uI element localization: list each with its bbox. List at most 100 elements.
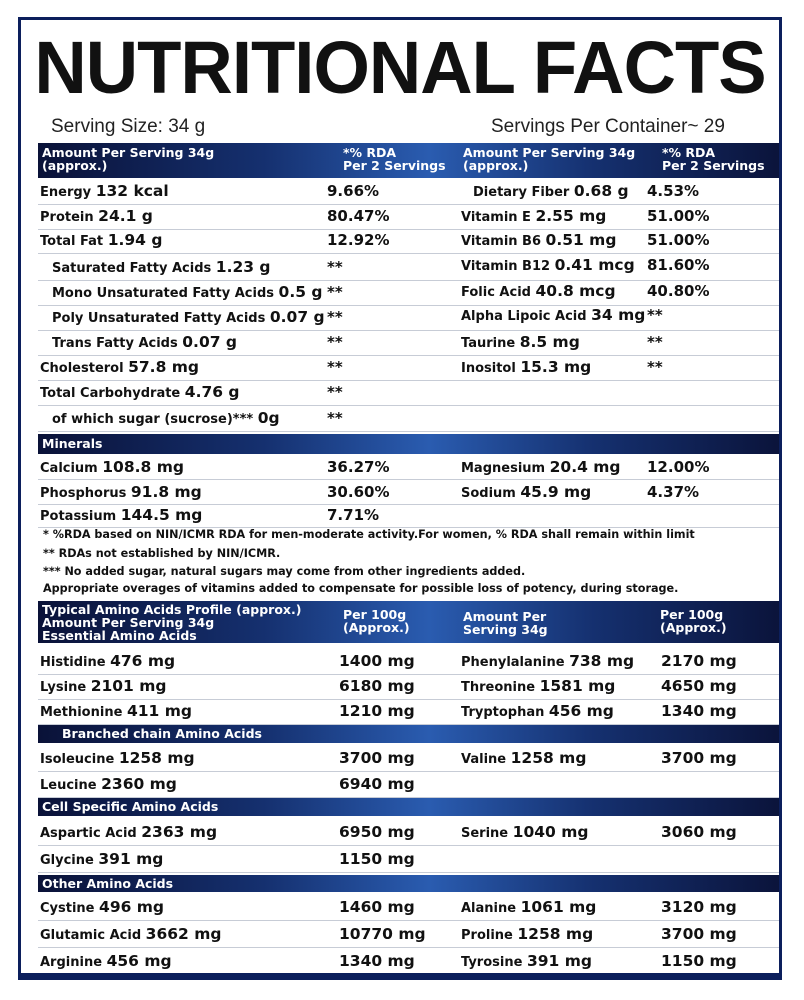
amino-name: Aspartic Acid [40,826,137,841]
rda-header-right-line1: *% RDA [662,145,716,160]
amino-header-bar: Typical Amino Acids Profile (approx.) Am… [38,601,779,643]
amino-name: Lysine [40,680,87,695]
amino-per100: 6940 mg [339,775,415,793]
nutrient-rda: ** [327,283,343,301]
row-divider [38,380,779,381]
amino-per100-right: 3120 mg [661,898,737,916]
footnote-sugar: *** No added sugar, natural sugars may c… [43,565,526,578]
amino-row-right: Tryptophan 456 mg [461,698,614,724]
mineral-rda-right: 12.00% [647,458,710,476]
nutrient-row-value: 57.8 mg [128,358,199,376]
amino-header-line2: Amount Per Serving 34g [42,615,215,630]
row-divider [38,405,779,406]
row-divider [38,724,779,725]
nutrient-row-right: Folic Acid 40.8 mcg [461,279,616,304]
nutrient-row-right-label: Dietary Fiber [473,185,570,200]
row-divider [38,797,779,798]
row-divider [38,845,779,846]
nutrient-row-right-value: 0.41 mcg [554,256,635,274]
nutrient-rda: ** [327,409,343,427]
nutrient-row-label: Protein [40,210,94,225]
amino-row: Glycine 391 mg [40,846,163,872]
amino-per100: 6950 mg [339,823,415,841]
mineral-row-label: Potassium [40,509,117,524]
amount-header-right: Amount Per Serving 34g (approx.) [463,146,635,172]
bcaa-header-bar: Branched chain Amino Acids [38,725,779,743]
amino-value-right: 1040 mg [512,823,589,841]
nutrient-row-label: Energy [40,185,92,200]
amino-name-right: Threonine [461,680,536,695]
cell-heading: Cell Specific Amino Acids [42,799,219,814]
amino-name: Arginine [40,955,103,970]
footnote-overages: Appropriate overages of vitamins added t… [43,582,679,595]
nutrient-row-value: 0g [257,409,280,427]
amino-profile-header: Typical Amino Acids Profile (approx.) Am… [42,603,301,642]
nutrient-rda-right: 51.00% [647,231,710,249]
nutrient-rda-right: ** [647,333,663,351]
mineral-row-right: Sodium 45.9 mg [461,480,591,505]
nutrient-row-value: 0.5 g [278,283,323,301]
amino-row: Isoleucine 1258 mg [40,745,195,771]
nutrient-rda: ** [327,333,343,351]
amino-name-right: Tyrosine [461,955,523,970]
mineral-row-value: 108.8 mg [102,458,184,476]
minerals-header-bar: Minerals [38,434,779,454]
row-divider [38,253,779,254]
amino-row-right: Phenylalanine 738 mg [461,648,634,674]
amino-row: Arginine 456 mg [40,948,172,974]
amino-name: Glutamic Acid [40,928,142,943]
nutrient-row: of which sugar (sucrose)*** 0g [40,406,280,431]
nutrient-row-label: Total Carbohydrate [40,386,181,401]
amino-value: 476 mg [110,652,176,670]
amino-name-right: Proline [461,928,513,943]
nutrient-row-right-label: Alpha Lipoic Acid [461,309,587,324]
amino-name: Cystine [40,901,95,916]
amino-row-right: Proline 1258 mg [461,921,593,947]
mineral-row-label: Calcium [40,461,98,476]
mineral-row-right-label: Sodium [461,486,516,501]
row-divider [38,974,779,975]
amino-per100: 1150 mg [339,850,415,868]
nutrient-row-right-label: Folic Acid [461,285,531,300]
nutrient-row: Poly Unsaturated Fatty Acids 0.07 g [40,305,325,330]
cell-header-bar: Cell Specific Amino Acids [38,798,779,816]
nutrient-rda-right: 40.80% [647,282,710,300]
amino-value-right: 456 mg [548,702,614,720]
nutrient-rda-right: 81.60% [647,256,710,274]
amino-value: 456 mg [106,952,172,970]
nutrient-row-right-label: Taurine [461,336,516,351]
nutrient-rda: 80.47% [327,207,390,225]
amino-value: 411 mg [126,702,192,720]
mineral-rda: 36.27% [327,458,390,476]
amino-name-right: Phenylalanine [461,655,565,670]
row-divider [38,920,779,921]
row-divider [38,280,779,281]
amount-header-right-line1: Amount Per Serving 34g [463,145,636,160]
amino-row: Methionine 411 mg [40,698,192,724]
amino-row: Aspartic Acid 2363 mg [40,819,217,845]
nutrient-row-right-value: 15.3 mg [520,358,592,376]
serving-size: Serving Size: 34 g [51,116,206,137]
row-divider [38,330,779,331]
page-title: NUTRITIONAL FACTS [34,26,766,109]
amino-row-right: Threonine 1581 mg [461,673,615,699]
amount-per-serving-header: Amount Per Serving 34g [463,610,548,636]
nutrient-row: Protein 24.1 g [40,204,153,229]
amount-header-line1: Amount Per Serving 34g [42,145,215,160]
amino-per100: 1210 mg [339,702,415,720]
mineral-row-value: 144.5 mg [120,506,203,524]
nutrient-row-right-value: 0.51 mg [545,231,617,249]
nutrient-row-right: Alpha Lipoic Acid 34 mg [461,303,645,328]
mineral-row-right-value: 45.9 mg [520,483,592,501]
row-divider [38,305,779,306]
amino-per100-right: 3700 mg [661,749,737,767]
nutrient-row: Energy 132 kcal [40,179,169,204]
amino-name-right: Alanine [461,901,517,916]
amino-per100-right: 2170 mg [661,652,737,670]
amino-value: 2101 mg [90,677,167,695]
nutrient-rda: 9.66% [327,182,380,200]
amino-row: Glutamic Acid 3662 mg [40,921,221,947]
amino-per100: 1400 mg [339,652,415,670]
nutrient-row: Total Fat 1.94 g [40,228,162,253]
amino-value-right: 1581 mg [539,677,616,695]
